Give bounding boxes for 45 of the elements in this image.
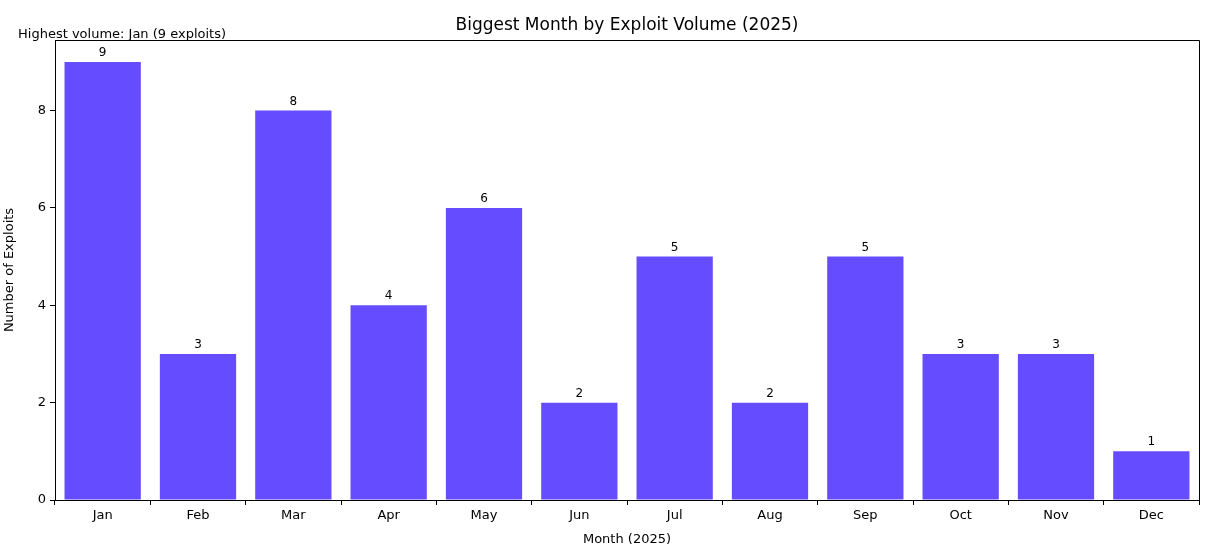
y-axis-title: Number of Exploits bbox=[1, 207, 17, 333]
bar bbox=[1113, 451, 1190, 500]
y-tick-label: 2 bbox=[37, 394, 46, 410]
x-tick-label: Nov bbox=[1043, 507, 1069, 523]
x-tick-label: May bbox=[470, 507, 498, 523]
x-tick-label: Mar bbox=[281, 507, 307, 523]
data-label: 6 bbox=[480, 191, 488, 206]
x-axis-title: Month (2025) bbox=[582, 530, 672, 546]
bar bbox=[731, 402, 809, 500]
bar bbox=[636, 256, 713, 500]
x-tick-label: Jun bbox=[568, 507, 590, 523]
data-label: 5 bbox=[670, 239, 679, 254]
y-tick-label: 4 bbox=[37, 296, 46, 312]
x-tick-label: Oct bbox=[949, 507, 972, 523]
y-tick-label: 0 bbox=[37, 491, 46, 507]
bar bbox=[64, 61, 141, 500]
x-tick-label: Jan bbox=[91, 507, 113, 523]
y-tick-label: 6 bbox=[37, 199, 46, 215]
data-label: 2 bbox=[766, 385, 774, 400]
bar bbox=[827, 256, 904, 500]
bar bbox=[445, 207, 523, 500]
data-label: 3 bbox=[956, 337, 965, 352]
annotation: Highest volume: Jan (9 exploits) bbox=[18, 25, 227, 41]
x-tick-label: Sep bbox=[853, 507, 878, 523]
data-label: 3 bbox=[194, 337, 202, 352]
x-tick-label: Aug bbox=[757, 507, 783, 523]
bar bbox=[541, 402, 618, 500]
bar bbox=[350, 305, 427, 500]
data-label: 4 bbox=[384, 288, 393, 303]
data-label: 5 bbox=[861, 239, 870, 254]
x-tick-label: Jul bbox=[665, 507, 683, 523]
y-tick-label: 8 bbox=[37, 101, 46, 117]
x-tick-label: Apr bbox=[377, 507, 401, 523]
bar bbox=[1017, 353, 1095, 500]
data-label: 3 bbox=[1052, 337, 1060, 352]
x-tick-label: Dec bbox=[1138, 507, 1164, 523]
bar bbox=[159, 353, 237, 500]
data-label: 8 bbox=[289, 93, 298, 108]
bar bbox=[922, 353, 999, 500]
chart-title: Biggest Month by Exploit Volume (2025) bbox=[455, 13, 799, 34]
data-label: 9 bbox=[98, 45, 107, 60]
bar bbox=[255, 110, 332, 500]
x-tick-label: Feb bbox=[186, 507, 210, 523]
data-label: 1 bbox=[1147, 434, 1156, 449]
data-label: 2 bbox=[575, 385, 584, 400]
